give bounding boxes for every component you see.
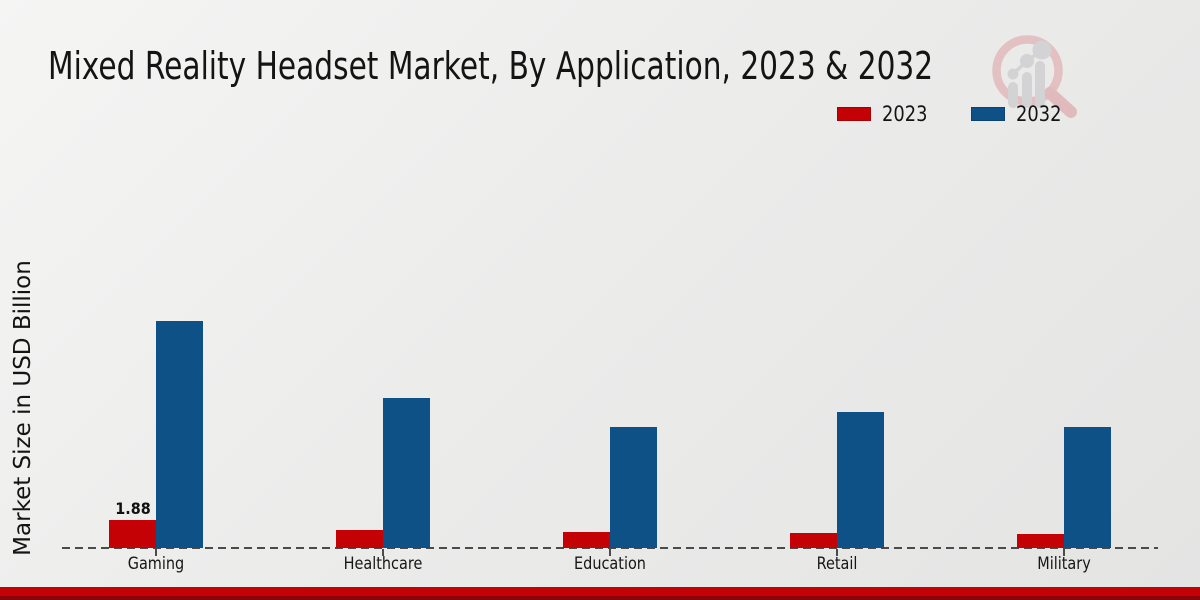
- bar-2032-military: [1064, 426, 1111, 548]
- bar-2023-gaming: [109, 519, 156, 548]
- x-axis-tick-retail: [836, 549, 838, 556]
- legend-item-2023: 2023: [837, 102, 935, 126]
- bar-2032-gaming: [156, 320, 203, 548]
- category-label-healthcare: Healthcare: [343, 554, 423, 574]
- legend-label-2032: 2032: [1016, 102, 1062, 126]
- bar-2023-education: [563, 532, 610, 548]
- legend: 2023 2032: [837, 102, 1070, 126]
- bar-2032-education: [610, 426, 657, 548]
- legend-swatch-2032: [971, 107, 1006, 121]
- category-label-retail: Retail: [816, 554, 858, 574]
- legend-item-2032: 2032: [971, 102, 1069, 126]
- footer-red-bar: [0, 587, 1200, 600]
- bar-2032-retail: [837, 411, 884, 548]
- chart-title: Mixed Reality Headset Market, By Applica…: [48, 44, 934, 88]
- x-axis-baseline: [62, 547, 1158, 549]
- legend-label-2023: 2023: [882, 102, 928, 126]
- bar-2023-military: [1017, 533, 1064, 548]
- category-label-education: Education: [574, 554, 646, 574]
- bar-2023-retail: [790, 532, 837, 548]
- legend-swatch-2023: [837, 107, 871, 121]
- x-axis-tick-healthcare: [382, 549, 384, 556]
- category-label-gaming: Gaming: [127, 554, 185, 574]
- value-label-2023-gaming: 1.88: [114, 498, 151, 518]
- bar-2032-healthcare: [383, 397, 430, 548]
- x-axis-tick-gaming: [155, 549, 157, 556]
- x-axis-tick-military: [1063, 549, 1065, 556]
- magnifier-chart-watermark-icon: [992, 35, 1077, 118]
- category-label-military: Military: [1037, 554, 1091, 574]
- bar-2023-healthcare: [336, 529, 383, 548]
- x-axis-tick-education: [609, 549, 611, 556]
